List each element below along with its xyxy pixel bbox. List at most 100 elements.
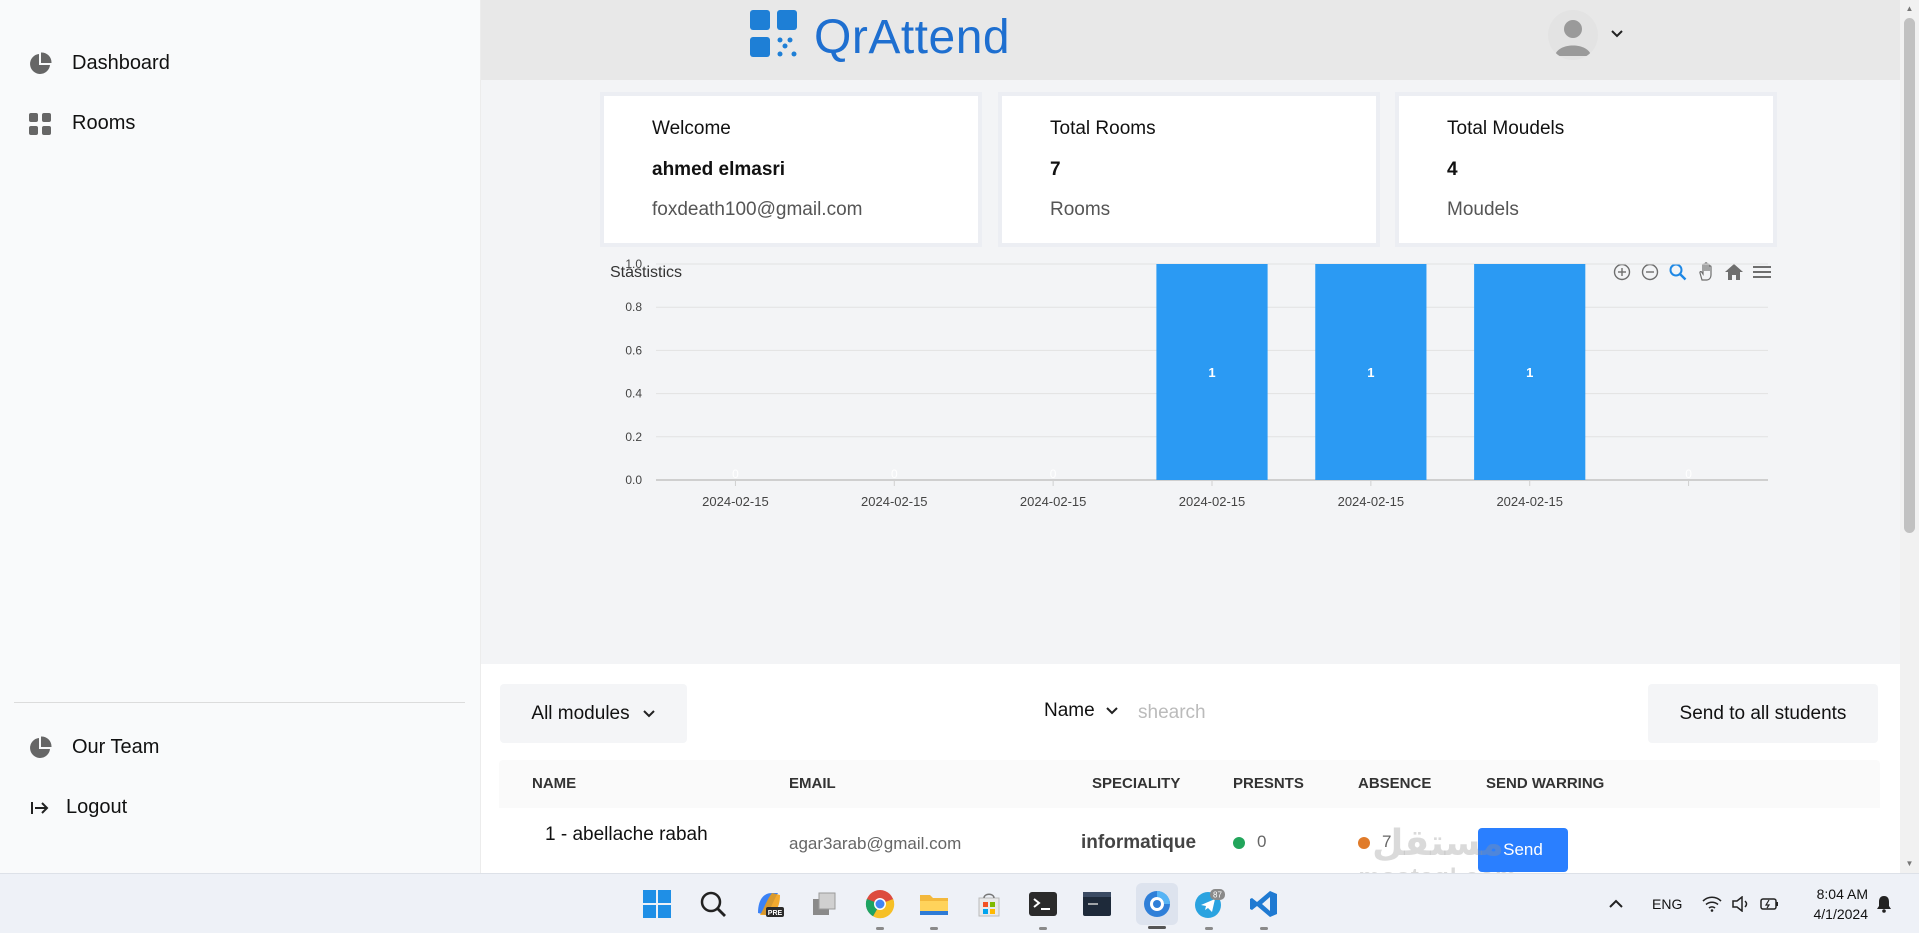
modules-dropdown-label: All modules (531, 702, 630, 724)
menu-icon[interactable] (1752, 262, 1772, 282)
card-title: Total Rooms (1050, 118, 1156, 139)
language-indicator[interactable]: ENG (1652, 896, 1683, 912)
bar-data-label: 0 (1685, 467, 1692, 481)
search-input[interactable] (1138, 698, 1398, 728)
stats-title: Stastistics (610, 264, 683, 281)
qr-logo-icon (750, 10, 800, 65)
top-bar: QrAttend (481, 0, 1900, 80)
y-tick-label: 0.8 (625, 300, 642, 314)
bar-data-label: 1 (1208, 365, 1215, 380)
ms-store-icon[interactable] (973, 888, 1005, 920)
edge-dev-icon[interactable] (1136, 883, 1178, 929)
column-header-send-warning[interactable]: SEND WARRING (1486, 775, 1605, 792)
column-header-email[interactable]: EMAIL (789, 775, 836, 792)
chart-bar (1474, 264, 1586, 480)
bar-data-label: 0 (1050, 467, 1057, 481)
sidebar-item-dashboard[interactable]: Dashboard (27, 51, 170, 76)
sidebar-item-our-team[interactable]: Our Team (27, 735, 159, 760)
chevron-down-icon (642, 703, 656, 725)
wifi-icon[interactable] (1702, 874, 1722, 933)
chart-bar (1315, 264, 1427, 480)
chart-bar (1156, 264, 1268, 480)
x-tick-label: 2024-02-15 (702, 494, 769, 509)
chevron-down-icon (1105, 700, 1119, 722)
active-indicator (1148, 926, 1166, 929)
x-tick-label: 2024-02-15 (1496, 494, 1563, 509)
notification-bell-icon[interactable] (1876, 874, 1892, 933)
home-icon[interactable] (1724, 262, 1744, 282)
send-to-all-button[interactable]: Send to all students (1648, 684, 1878, 743)
column-header-name[interactable]: NAME (532, 775, 577, 792)
pie-chart-icon (27, 51, 52, 76)
user-menu[interactable] (1548, 10, 1624, 60)
sidebar-item-rooms[interactable]: Rooms (27, 111, 135, 136)
running-indicator (1260, 927, 1268, 930)
absence-value: 7 (1382, 832, 1392, 851)
chrome-icon[interactable] (864, 888, 896, 930)
clock-date: 4/1/2024 (1813, 906, 1869, 922)
terminal-icon[interactable] (1027, 888, 1059, 930)
column-header-absence[interactable]: ABSENCE (1358, 775, 1432, 792)
system-clock[interactable]: 8:04 AM 4/1/2024 (1800, 884, 1869, 924)
windows-start-icon[interactable] (641, 888, 673, 920)
user-name: ahmed elmasri (652, 159, 786, 180)
card-sub: Moudels (1447, 199, 1519, 220)
running-indicator (1205, 927, 1213, 930)
sidebar-item-label: Our Team (72, 736, 160, 758)
sidebar-item-label: Dashboard (72, 52, 170, 74)
volume-icon[interactable] (1732, 874, 1750, 933)
search-icon[interactable] (697, 888, 729, 920)
scroll-thumb[interactable] (1904, 18, 1915, 533)
console-icon[interactable] (1081, 888, 1113, 920)
pan-hand-icon[interactable] (1696, 262, 1716, 282)
send-warning-button[interactable]: Send (1478, 828, 1568, 872)
sidebar-item-logout[interactable]: Logout (27, 795, 127, 820)
x-tick-label: 2024-02-15 (1020, 494, 1086, 509)
column-header-presents[interactable]: PRESNTS (1233, 775, 1304, 792)
scroll-down-arrow-icon[interactable]: ▼ (1905, 859, 1914, 868)
search-field-select[interactable]: Name (1044, 700, 1119, 722)
pie-chart-icon (27, 735, 52, 760)
logout-icon (27, 795, 52, 820)
modules-dropdown[interactable]: All modules (500, 684, 687, 743)
card-title: Welcome (652, 118, 731, 139)
total-moudels-card: Total Moudels 4 Moudels (1395, 92, 1777, 247)
sidebar: Dashboard Rooms Our Team Logout (0, 0, 481, 873)
present-status-dot (1233, 836, 1245, 849)
avatar (1548, 10, 1598, 60)
vscode-icon[interactable] (1248, 888, 1280, 930)
task-view-icon[interactable] (809, 888, 841, 920)
welcome-card: Welcome ahmed elmasri foxdeath100@gmail.… (600, 92, 982, 247)
statistics-bar-chart: 0.0 0.2 0.4 0.6 0.8 1.0 0 2024-02-15 0 2024-02-15… (625, 257, 1768, 509)
search-field-label: Name (1044, 700, 1095, 721)
absence-status-dot (1358, 836, 1370, 849)
y-tick-label: 0.6 (625, 343, 642, 357)
copilot-icon[interactable]: PRE (753, 888, 785, 920)
running-indicator (930, 927, 938, 930)
tray-overflow-chevron-icon[interactable] (1608, 874, 1624, 933)
card-value: 4 (1447, 159, 1458, 180)
page-scrollbar[interactable]: ▲ ▼ (1900, 0, 1919, 873)
card-sub: Rooms (1050, 199, 1111, 220)
x-tick-label: 2024-02-15 (1179, 494, 1246, 509)
y-tick-label: 0.0 (625, 473, 642, 487)
scroll-up-arrow-icon[interactable]: ▲ (1905, 4, 1914, 13)
students-table: NAME EMAIL SPECIALITY PRESNTS ABSENCE SE… (499, 760, 1880, 873)
user-email: foxdeath100@gmail.com (652, 199, 863, 220)
running-indicator (1039, 927, 1047, 930)
grid-icon (27, 111, 52, 136)
bar-data-label: 1 (1367, 365, 1374, 380)
copilot-pre-label: PRE (768, 910, 783, 917)
y-tick-label: 0.4 (625, 387, 642, 401)
presents-value: 0 (1257, 832, 1267, 851)
table-row[interactable]: 1 - abellache rabah agar3arab@gmail.com … (499, 808, 1880, 873)
column-header-speciality[interactable]: SPECIALITY (1092, 775, 1181, 792)
telegram-icon[interactable]: 87 (1193, 888, 1225, 930)
file-explorer-icon[interactable] (918, 888, 950, 930)
running-indicator (876, 927, 884, 930)
sidebar-item-label: Logout (66, 796, 128, 818)
sidebar-divider (14, 702, 465, 703)
app-logo[interactable]: QrAttend (750, 10, 1010, 65)
battery-icon[interactable] (1760, 874, 1780, 933)
y-tick-label: 0.2 (625, 430, 642, 444)
